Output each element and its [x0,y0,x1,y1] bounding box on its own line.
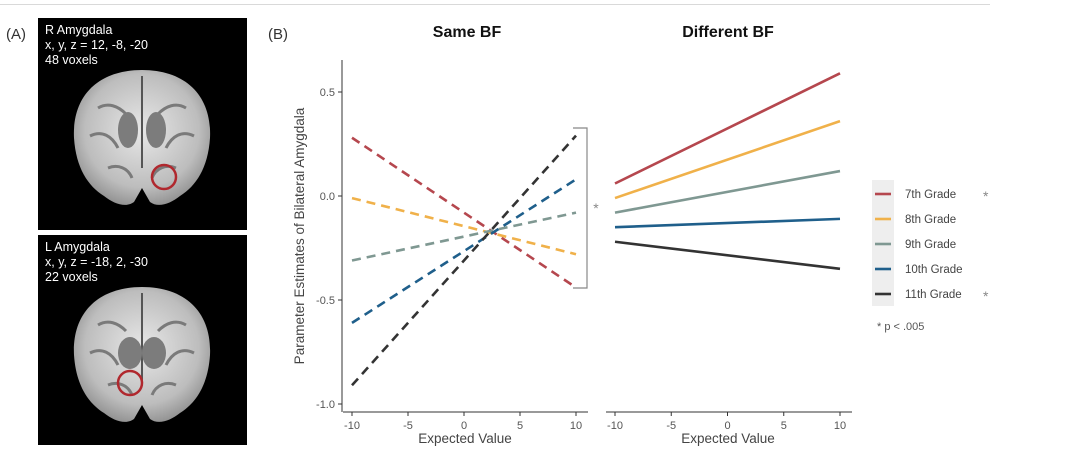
brain-panel-right-amygdala: R Amygdala x, y, z = 12, -8, -20 48 voxe… [38,18,247,230]
series-line-11th-grade-different-bf [614,240,841,271]
series-line-7th-grade-different-bf [614,72,841,185]
legend-label-11th-grade: 11th Grade [905,289,962,301]
significance-star: * [593,200,599,216]
brain-coords-label: x, y, z = -18, 2, -30 [45,255,148,269]
series-line-10th-grade-same-bf [351,178,577,324]
brain-region-label: R Amygdala [45,23,113,37]
panel-b-label: (B) [268,26,288,43]
chart-title-different-bf: Different BF [682,24,774,41]
x-tick-label: -10 [344,420,360,432]
x-tick-label: 5 [517,420,523,432]
amygdala-roi-circle [116,369,144,397]
x-tick-label: 10 [570,420,582,432]
y-axis-label: Parameter Estimates of Bilateral Amygdal… [292,107,307,364]
brain-coords-label: x, y, z = 12, -8, -20 [45,38,148,52]
series-line-10th-grade-different-bf [614,217,841,229]
x-tick-label: -5 [666,420,676,432]
x-axis-label-different-bf: Expected Value [681,431,775,446]
brain-voxels-label: 48 voxels [45,53,98,67]
brain-region-label: L Amygdala [45,240,110,254]
x-axis-label-same-bf: Expected Value [418,431,512,446]
x-tick-label: 10 [834,420,846,432]
series-line-8th-grade-same-bf [351,196,577,256]
x-tick-label: -10 [607,420,623,432]
brain-coronal-slice-left [73,287,211,422]
brain-coronal-slice-right [73,70,211,205]
legend-label-7th-grade: 7th Grade [905,189,956,201]
significance-bracket [573,127,588,289]
series-line-9th-grade-different-bf [614,169,841,214]
y-tick-label: 0.5 [320,87,335,99]
legend-note: * p < .005 [877,321,924,333]
legend-label-8th-grade: 8th Grade [905,214,956,226]
series-line-7th-grade-same-bf [351,136,577,289]
top-divider [0,4,990,5]
amygdala-roi-circle [150,163,178,191]
series-line-8th-grade-different-bf [614,119,841,200]
x-tick-label: 0 [461,420,467,432]
series-line-11th-grade-same-bf [351,134,577,387]
legend-star-7th-grade: * [983,188,989,204]
legend-label-10th-grade: 10th Grade [905,264,963,276]
series-line-9th-grade-same-bf [351,211,577,262]
legend: 7th Grade * 8th Grade 9th Grade 10th Grade 11… [875,188,989,304]
x-tick-label: -5 [403,420,413,432]
brain-voxels-label: 22 voxels [45,270,98,284]
chart-title-same-bf: Same BF [433,24,502,41]
panel-a-label: (A) [6,26,26,43]
brain-panel-left-amygdala: L Amygdala x, y, z = -18, 2, -30 22 voxe… [38,235,247,445]
y-tick-label: 0.0 [320,191,335,203]
x-tick-label: 0 [724,420,730,432]
y-tick-label: -1.0 [316,399,335,411]
x-tick-label: 5 [781,420,787,432]
legend-label-9th-grade: 9th Grade [905,239,956,251]
legend-star-11th-grade: * [983,288,989,304]
y-tick-label: -0.5 [316,295,335,307]
